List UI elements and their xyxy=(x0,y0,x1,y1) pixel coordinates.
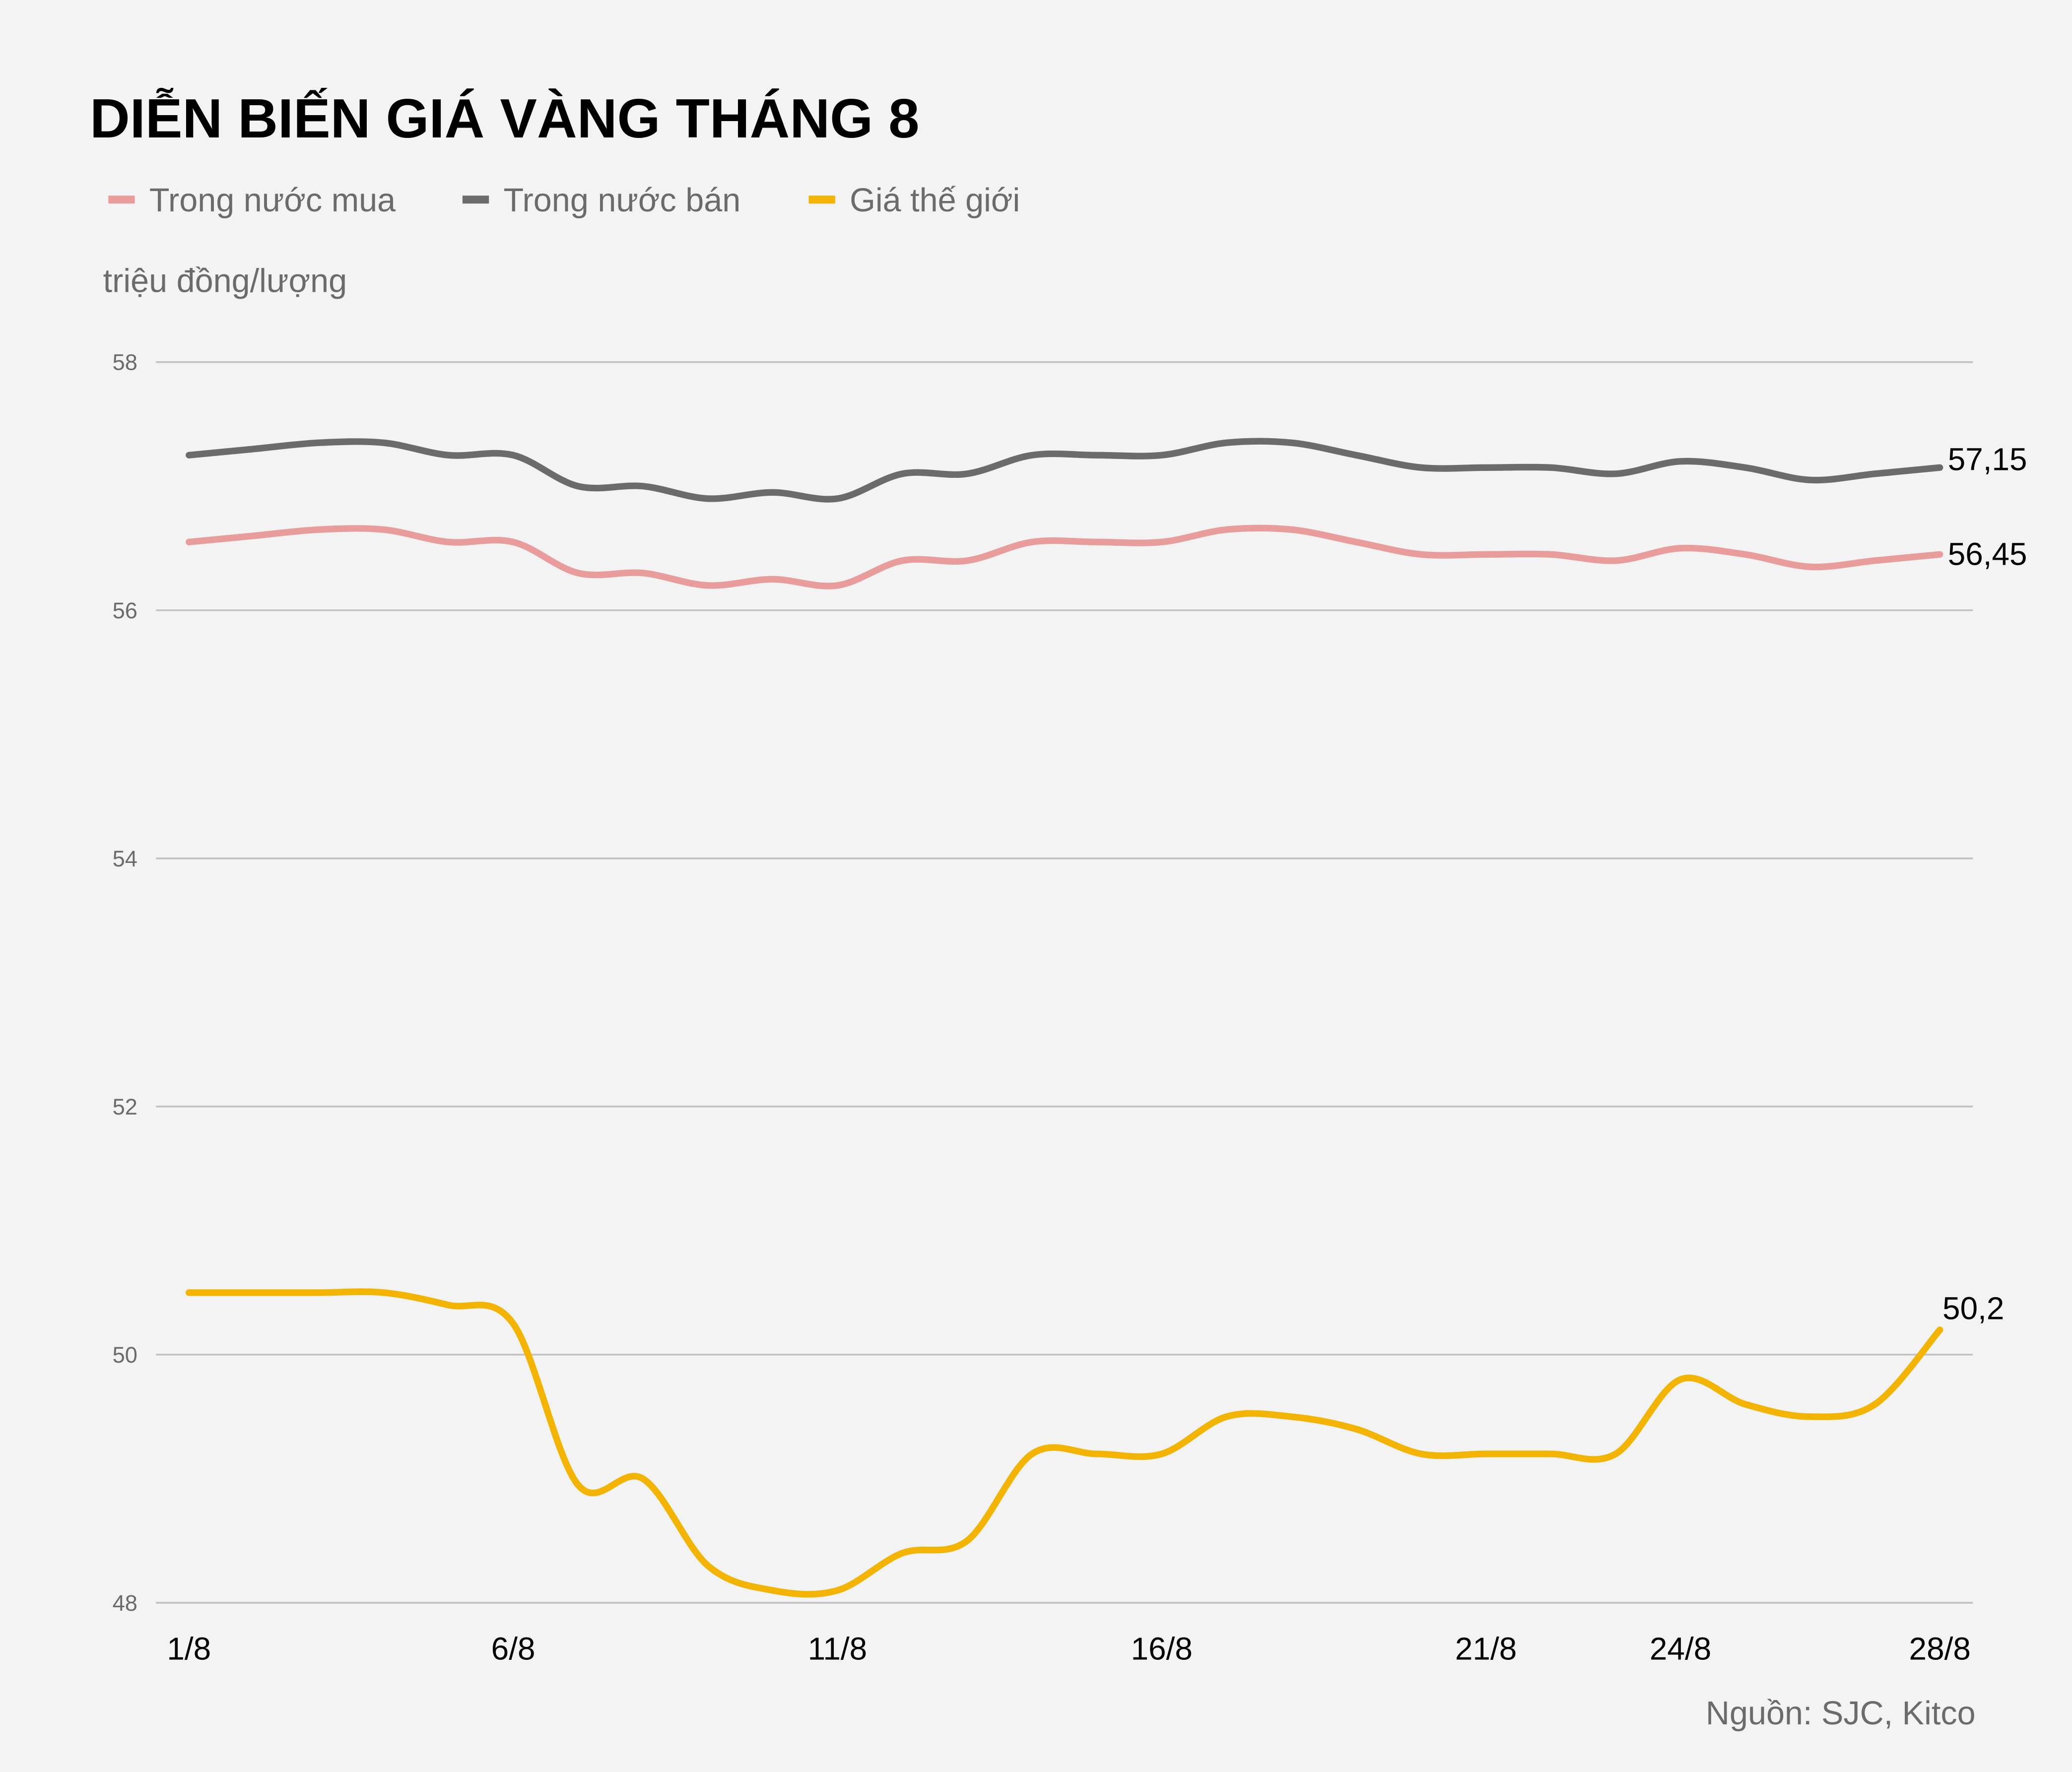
y-tick-label: 52 xyxy=(113,1094,137,1119)
x-tick-label: 1/8 xyxy=(167,1631,211,1666)
end-value-label: 50,2 xyxy=(1942,1291,2004,1326)
x-tick-label: 11/8 xyxy=(808,1631,868,1666)
source-note: Nguồn: SJC, Kitco xyxy=(1706,1695,1976,1732)
legend-item: Giá thế giới xyxy=(850,182,1020,219)
legend-item: Trong nước mua xyxy=(149,182,396,219)
legend: Trong nước mua Trong nước bán Giá thế giới xyxy=(108,182,1020,219)
x-ticks: 1/8 6/8 11/8 16/8 21/8 24/8 28/8 xyxy=(167,1631,1971,1666)
y-tick-label: 54 xyxy=(113,846,137,871)
chart-title: DIỄN BIẾN GIÁ VÀNG THÁNG 8 xyxy=(90,87,919,149)
end-value-label: 56,45 xyxy=(1948,536,2027,572)
series-line xyxy=(186,438,1943,503)
series-line xyxy=(186,1288,1943,1598)
legend-item: Trong nước bán xyxy=(503,182,740,219)
gridlines xyxy=(156,361,1973,1604)
y-ticks: 48 50 52 54 56 58 xyxy=(113,350,137,1616)
x-tick-label: 6/8 xyxy=(491,1631,535,1666)
series-line xyxy=(186,525,1943,590)
x-tick-label: 28/8 xyxy=(1909,1631,1971,1666)
y-tick-label: 50 xyxy=(113,1342,137,1368)
x-tick-label: 24/8 xyxy=(1650,1631,1711,1666)
end-value-label: 57,15 xyxy=(1948,442,2027,477)
y-axis-label: triệu đồng/lượng xyxy=(103,263,347,300)
y-tick-label: 56 xyxy=(113,598,137,623)
y-tick-label: 58 xyxy=(113,350,137,375)
series-lines: 56,45 57,15 50,2 xyxy=(186,438,2027,1598)
y-tick-label: 48 xyxy=(113,1590,137,1616)
x-tick-label: 16/8 xyxy=(1131,1631,1193,1666)
x-tick-label: 21/8 xyxy=(1455,1631,1517,1666)
